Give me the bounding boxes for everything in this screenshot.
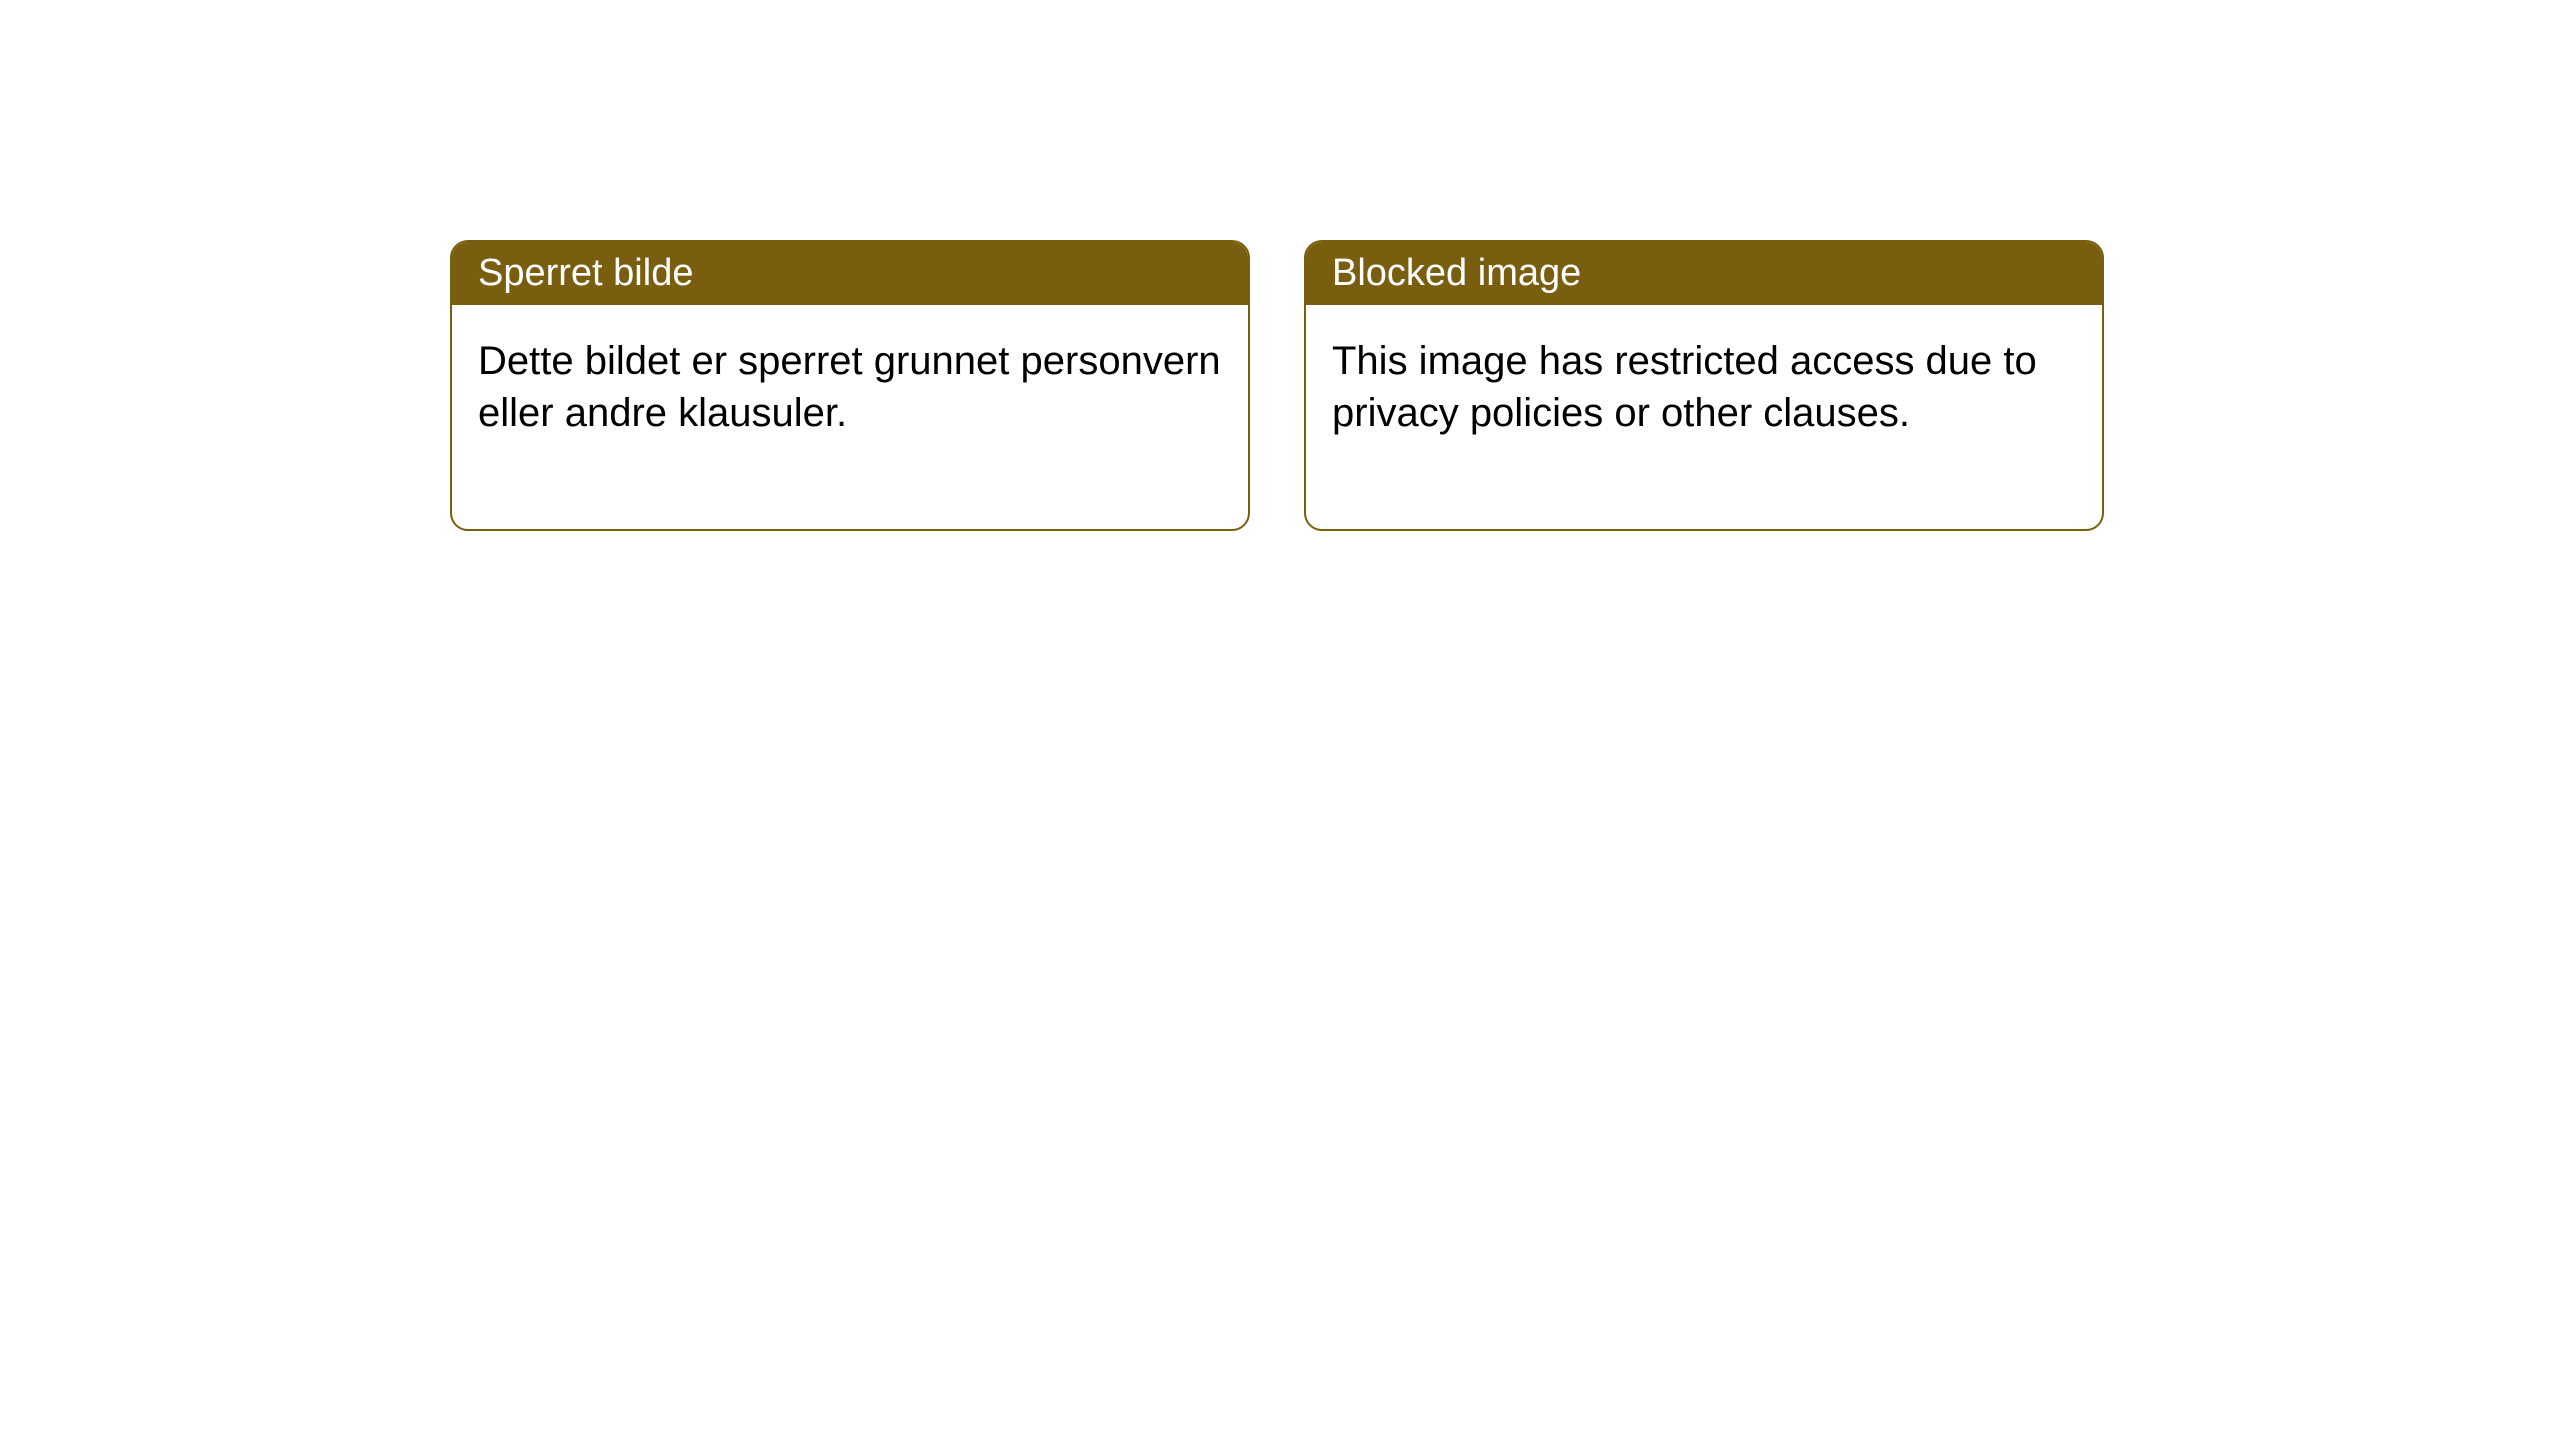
notice-header: Sperret bilde — [452, 242, 1248, 305]
notice-container: Sperret bilde Dette bildet er sperret gr… — [0, 0, 2560, 531]
notice-body: This image has restricted access due to … — [1306, 305, 2102, 529]
notice-title: Sperret bilde — [478, 252, 693, 294]
notice-message: This image has restricted access due to … — [1332, 339, 2037, 435]
notice-header: Blocked image — [1306, 242, 2102, 305]
notice-title: Blocked image — [1332, 252, 1581, 294]
notice-card-norwegian: Sperret bilde Dette bildet er sperret gr… — [450, 240, 1250, 531]
notice-card-english: Blocked image This image has restricted … — [1304, 240, 2104, 531]
notice-message: Dette bildet er sperret grunnet personve… — [478, 339, 1221, 435]
notice-body: Dette bildet er sperret grunnet personve… — [452, 305, 1248, 529]
